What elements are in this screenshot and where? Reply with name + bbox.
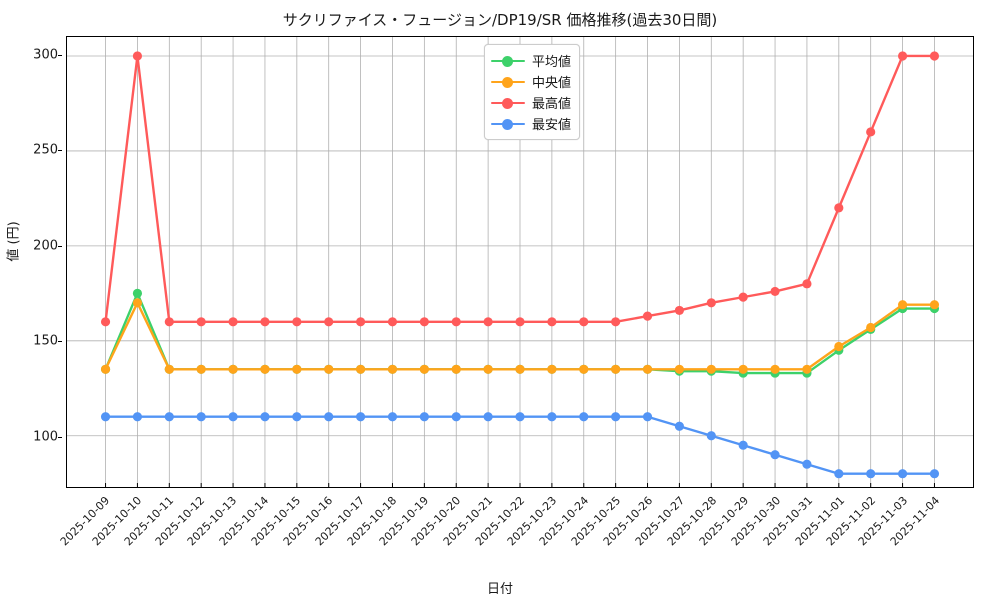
y-tick-mark	[58, 436, 62, 438]
legend-swatch-icon	[491, 117, 525, 131]
legend-label: 最高値	[532, 97, 572, 112]
chart-legend: 平均値中央値最高値最安値	[484, 44, 581, 140]
legend-label: 平均値	[532, 55, 572, 70]
y-tick-label: 300	[33, 47, 58, 63]
y-tick-label: 100	[33, 429, 58, 444]
y-tick-label: 200	[33, 238, 58, 254]
legend-swatch-icon	[491, 96, 525, 110]
legend-item-1[interactable]: 中央値	[491, 71, 571, 92]
y-tick-label: 250	[33, 142, 58, 158]
legend-item-2[interactable]: 最高値	[491, 92, 571, 113]
y-tick-mark	[58, 55, 62, 57]
x-axis-ticks: 2025-10-09 2025-10-10 2025-10-11 2025-10-12…	[57, 488, 974, 578]
series-1	[100, 298, 940, 374]
legend-label: 中央値	[532, 76, 572, 91]
x-tick-marks	[105, 483, 935, 487]
y-axis-ticks: 100 150 200 250 300	[0, 36, 62, 488]
y-tick-mark	[58, 341, 62, 343]
series-3	[100, 412, 940, 479]
legend-swatch-icon	[491, 75, 525, 89]
legend-item-3[interactable]: 最安値	[491, 113, 571, 134]
legend-label: 最安値	[532, 118, 572, 133]
y-tick-label: 150	[33, 333, 58, 349]
plot-svg	[67, 37, 973, 487]
series-2	[100, 51, 940, 327]
x-axis-label: 日付	[486, 582, 513, 597]
y-tick-mark	[58, 150, 62, 152]
legend-swatch-icon	[491, 54, 525, 68]
page-title: サクリファイス・フュージョン/DP19/SR 価格推移(過去30日間)	[282, 11, 718, 29]
legend-item-0[interactable]: 平均値	[491, 50, 571, 71]
y-tick-mark	[58, 245, 62, 247]
